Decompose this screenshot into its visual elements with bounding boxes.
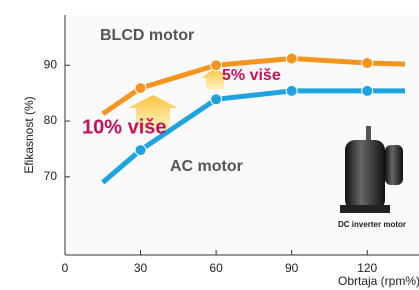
point — [135, 145, 146, 156]
legend-label: BLCD motor — [100, 27, 194, 44]
point — [135, 83, 146, 94]
point — [362, 58, 373, 69]
x-tick-label: 0 — [62, 261, 69, 275]
annotation: 10% više — [82, 116, 167, 138]
point — [286, 53, 297, 64]
x-tick-label: 90 — [285, 261, 299, 275]
y-axis-label: Efikasnost (%) — [22, 96, 36, 173]
annotation: 5% više — [222, 67, 281, 84]
y-tick-label: 70 — [44, 169, 58, 183]
x-tick-label: 60 — [209, 261, 223, 275]
x-tick-label: 30 — [134, 261, 148, 275]
point — [286, 85, 297, 96]
x-tick-label: 120 — [357, 261, 377, 275]
point — [211, 60, 222, 71]
point — [362, 85, 373, 96]
y-tick-label: 90 — [44, 57, 58, 71]
chart: Efikasnost (%) Obrtaja (rpm%) 70 80 90 0 30 6… — [0, 0, 419, 290]
annotation: DC inverter motor — [338, 220, 406, 229]
x-axis-label: Obrtaja (rpm%) — [338, 274, 419, 288]
y-tick-label: 80 — [44, 113, 58, 127]
page: {"chart_data": {"type": "line", "y_label… — [0, 0, 419, 290]
legend-label: AC motor — [170, 158, 243, 175]
point — [211, 94, 222, 105]
